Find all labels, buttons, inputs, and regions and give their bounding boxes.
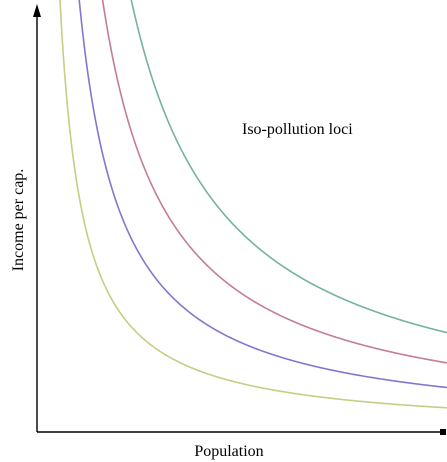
annotation-label: Iso-pollution loci bbox=[242, 121, 353, 138]
iso-pollution-curve-1 bbox=[59, 0, 447, 409]
x-axis-label: Population bbox=[194, 443, 263, 460]
iso-pollution-curve-4 bbox=[130, 0, 447, 334]
x-axis-end-marker bbox=[440, 429, 446, 435]
iso-pollution-curve-2 bbox=[78, 0, 447, 389]
iso-pollution-curve-3 bbox=[101, 0, 447, 364]
iso-pollution-curves bbox=[59, 0, 447, 409]
y-axis-arrow bbox=[33, 4, 41, 17]
y-axis-label: Income per cap. bbox=[10, 169, 27, 272]
